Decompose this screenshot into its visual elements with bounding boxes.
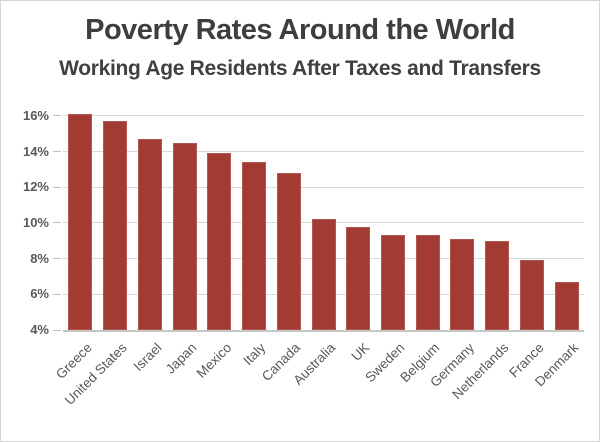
bar: [137, 139, 162, 330]
y-axis-tick-label: 6%: [30, 286, 49, 302]
gridline: [63, 186, 584, 188]
x-axis-category-label: Mexico: [193, 340, 234, 381]
y-axis-tick-mark: [53, 293, 61, 295]
y-axis-tick-mark: [53, 222, 61, 224]
bar: [68, 114, 93, 330]
y-axis-tick-label: 8%: [30, 250, 49, 266]
y-axis-tick-mark: [53, 329, 61, 331]
bar: [415, 235, 440, 330]
x-axis-category-label: United States: [61, 340, 130, 408]
bar: [172, 142, 197, 330]
gridline: [63, 115, 584, 117]
chart-title: Poverty Rates Around the World: [85, 14, 515, 46]
gridline: [63, 151, 584, 153]
bar: [346, 226, 371, 330]
bar: [519, 260, 544, 330]
y-axis-tick-mark: [53, 258, 61, 260]
bar: [450, 239, 475, 330]
chart-subtitle: Working Age Residents After Taxes and Tr…: [59, 57, 541, 80]
x-axis-category-label: Israel: [130, 340, 165, 374]
bar: [242, 162, 267, 330]
bar: [207, 153, 232, 330]
y-axis-tick-label: 12%: [22, 179, 49, 195]
bar: [380, 235, 405, 330]
y-axis-tick-label: 14%: [22, 143, 49, 159]
y-axis-tick-mark: [53, 115, 61, 117]
bar: [554, 281, 579, 330]
bar: [485, 240, 510, 330]
x-axis-category-label: Italy: [240, 340, 269, 369]
bar: [311, 219, 336, 330]
y-axis-tick-label: 16%: [22, 107, 49, 123]
y-axis-tick-label: 4%: [30, 322, 49, 337]
y-axis-tick-label: 10%: [22, 214, 49, 230]
y-axis: 4% 6% 8% 10% 12% 14% 16%: [1, 107, 49, 337]
y-axis-tick-mark: [53, 151, 61, 153]
y-axis-tick-mark: [53, 186, 61, 188]
x-axis: Greece United States Israel Japan Mexico Ital…: [53, 332, 584, 440]
plot-area: [63, 107, 584, 332]
bar: [103, 121, 128, 330]
bar: [276, 173, 301, 330]
y-axis-ticks: [53, 107, 61, 331]
x-axis-category-label: UK: [348, 340, 373, 364]
